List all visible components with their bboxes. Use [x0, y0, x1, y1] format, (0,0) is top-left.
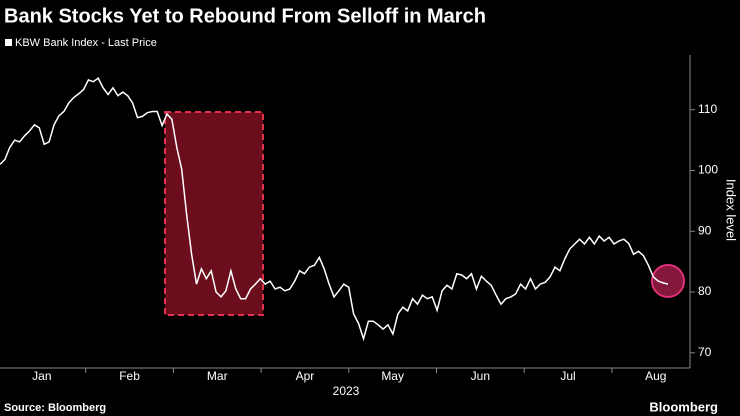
legend-label: KBW Bank Index - Last Price — [15, 37, 157, 49]
y-tick-label: 90 — [698, 223, 712, 237]
x-tick-label: Mar — [207, 369, 228, 383]
x-tick-label: Jan — [32, 369, 51, 383]
legend-swatch — [5, 39, 12, 46]
x-tick-label: Aug — [645, 369, 666, 383]
x-tick-label: May — [381, 369, 404, 383]
brand: Bloomberg — [649, 399, 718, 414]
x-tick-label: Jul — [560, 369, 575, 383]
x-tick-label: Jun — [471, 369, 490, 383]
y-tick-label: 110 — [698, 102, 717, 116]
y-tick-label: 70 — [698, 345, 712, 359]
series-line — [0, 76, 669, 342]
x-axis-label: 2023 — [333, 384, 360, 398]
y-tick-label: 100 — [698, 163, 718, 177]
y-axis-label: Index level — [724, 179, 739, 241]
x-tick-label: Feb — [119, 369, 140, 383]
source: Source: Bloomberg — [4, 402, 106, 414]
highlight-circle — [651, 264, 685, 298]
chart-title: Bank Stocks Yet to Rebound From Selloff … — [4, 5, 486, 27]
x-tick-label: Apr — [296, 369, 315, 383]
y-tick-label: 80 — [698, 284, 712, 298]
